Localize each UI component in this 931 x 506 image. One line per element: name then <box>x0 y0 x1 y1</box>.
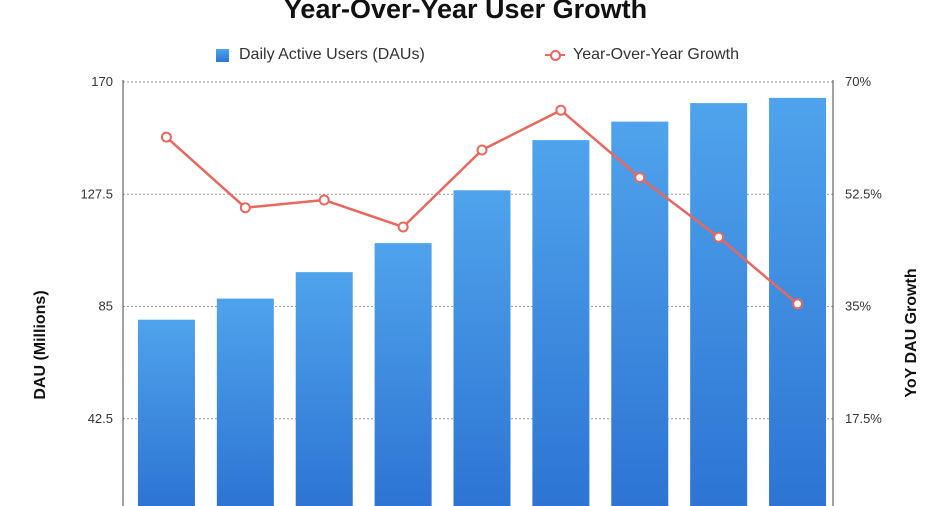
yoy-growth-point <box>239 202 251 214</box>
y2-tick-label: 70% <box>845 74 871 89</box>
yoy-growth-point <box>792 298 804 310</box>
legend-item-yoy: Year-Over-Year Growth <box>545 46 739 64</box>
yoy-growth-point <box>555 104 567 116</box>
bar <box>374 243 432 506</box>
bar <box>532 140 590 506</box>
y-tick-label: 127.5 <box>80 186 113 201</box>
yoy-growth-point <box>397 221 409 233</box>
bar <box>216 298 274 506</box>
yoy-growth-point <box>476 144 488 156</box>
yoy-growth-point <box>318 194 330 206</box>
yoy-growth-point <box>634 172 646 184</box>
axes: 42.5 85 127.5 170 17.5% 35% 52.5% 70% <box>80 74 882 506</box>
bar <box>690 103 748 506</box>
y-axis-title: DAU (Millions) <box>32 290 49 399</box>
bar-series <box>137 97 827 506</box>
line-series <box>160 104 804 310</box>
y-tick-label: 170 <box>91 74 113 89</box>
y-tick-label: 85 <box>99 299 113 314</box>
yoy-growth-point <box>713 231 725 243</box>
y2-tick-label: 35% <box>845 299 871 314</box>
legend-bar-swatch <box>216 48 229 62</box>
y-tick-label: 42.5 <box>88 411 113 426</box>
bar <box>295 272 353 506</box>
y2-tick-label: 17.5% <box>845 411 882 426</box>
legend-label-yoy: Year-Over-Year Growth <box>573 46 739 63</box>
yoy-growth-point <box>160 131 172 143</box>
legend: Daily Active Users (DAUs) Year-Over-Year… <box>0 46 931 68</box>
bar <box>611 121 669 506</box>
chart-title: Year-Over-Year User Growth <box>283 0 648 24</box>
legend-label-dau: Daily Active Users (DAUs) <box>239 46 425 63</box>
bar <box>453 190 511 506</box>
legend-item-dau: Daily Active Users (DAUs) <box>216 46 425 64</box>
y2-axis-title: YoY DAU Growth <box>903 268 920 397</box>
legend-line-swatch <box>545 49 565 61</box>
bar <box>137 319 195 506</box>
y2-tick-label: 52.5% <box>845 186 882 201</box>
